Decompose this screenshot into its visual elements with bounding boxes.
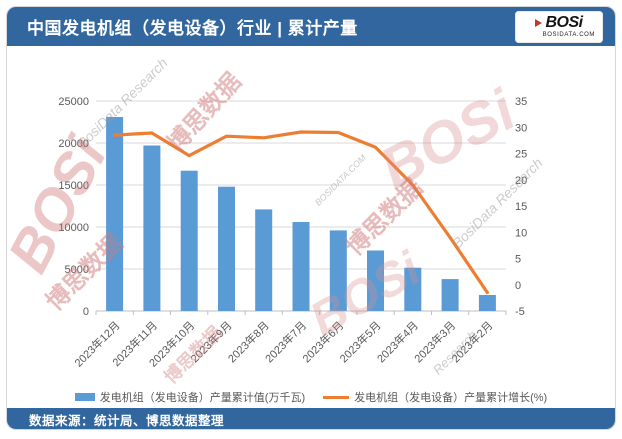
header-bar: 中国发电机组（发电设备）行业 | 累计产量 BOSi BOSIDATA.COM [7, 7, 615, 46]
line-series [112, 130, 489, 295]
logo-triangle-icon [535, 19, 543, 27]
right-axis-tick: 35 [515, 96, 527, 108]
bar [180, 170, 198, 311]
page-title: 中国发电机组（发电设备）行业 | 累计产量 [27, 19, 358, 38]
bar [478, 295, 496, 311]
bar [367, 250, 384, 311]
bar [218, 186, 235, 311]
data-source: 数据来源：统计局、博思数据整理 [29, 414, 225, 428]
bar [329, 230, 347, 311]
left-axis-tick: 10000 [58, 222, 89, 234]
legend-item-bar-series: 发电机组（发电设备）产量累计值(万千瓦) [74, 389, 306, 405]
logo-wordmark: BOSi [545, 14, 583, 31]
logo-wordmark-row: BOSi [535, 14, 583, 31]
bar [143, 145, 161, 311]
combo-chart: 0 5000 10000 15000 20000 25000 -5 0 5 10 15 20 25 30 3… [58, 96, 527, 370]
footer-bar: 数据来源：统计局、博思数据整理 [7, 408, 615, 429]
bar [106, 117, 124, 311]
logo-domain: BOSIDATA.COM [542, 32, 595, 38]
x-axis-label: 2023年2月 [448, 318, 495, 365]
bar [441, 279, 459, 311]
report-card: 中国发电机组（发电设备）行业 | 累计产量 BOSi BOSIDATA.COM … [6, 6, 616, 430]
right-axis-tick: 15 [515, 201, 527, 213]
bosi-logo: BOSi BOSIDATA.COM [515, 10, 603, 43]
bar-series-swatch-icon [74, 393, 95, 401]
left-axis-tick: 15000 [58, 180, 89, 192]
left-axis-tick: 20000 [58, 138, 89, 150]
right-axis-tick: 0 [515, 280, 521, 292]
bar [255, 209, 273, 311]
chart-legend: 发电机组（发电设备）产量累计值(万千瓦) 发电机组（发电设备）产量累计增长(%) [7, 386, 615, 408]
legend-label-bar-series: 发电机组（发电设备）产量累计值(万千瓦) [99, 392, 306, 404]
right-axis-tick: -5 [515, 306, 525, 318]
left-axis-tick: 0 [83, 306, 89, 318]
right-axis-tick: 20 [515, 175, 527, 187]
legend-label-line-series: 发电机组（发电设备）产量累计增长(%) [354, 392, 548, 404]
right-axis-tick: 5 [515, 254, 521, 266]
legend-item-line-series: 发电机组（发电设备）产量累计增长(%) [323, 389, 547, 405]
right-axis-tick: 10 [515, 227, 527, 239]
right-axis-tick: 25 [515, 149, 527, 161]
left-axis-tick: 5000 [65, 264, 89, 276]
bar [292, 222, 310, 311]
right-axis-tick: 30 [515, 122, 527, 134]
chart-area: 0 5000 10000 15000 20000 25000 -5 0 5 10 15 20 25 30 3… [7, 46, 615, 408]
bar [404, 267, 422, 311]
line-series-swatch-icon [323, 395, 350, 399]
left-axis-tick: 25000 [58, 96, 89, 108]
